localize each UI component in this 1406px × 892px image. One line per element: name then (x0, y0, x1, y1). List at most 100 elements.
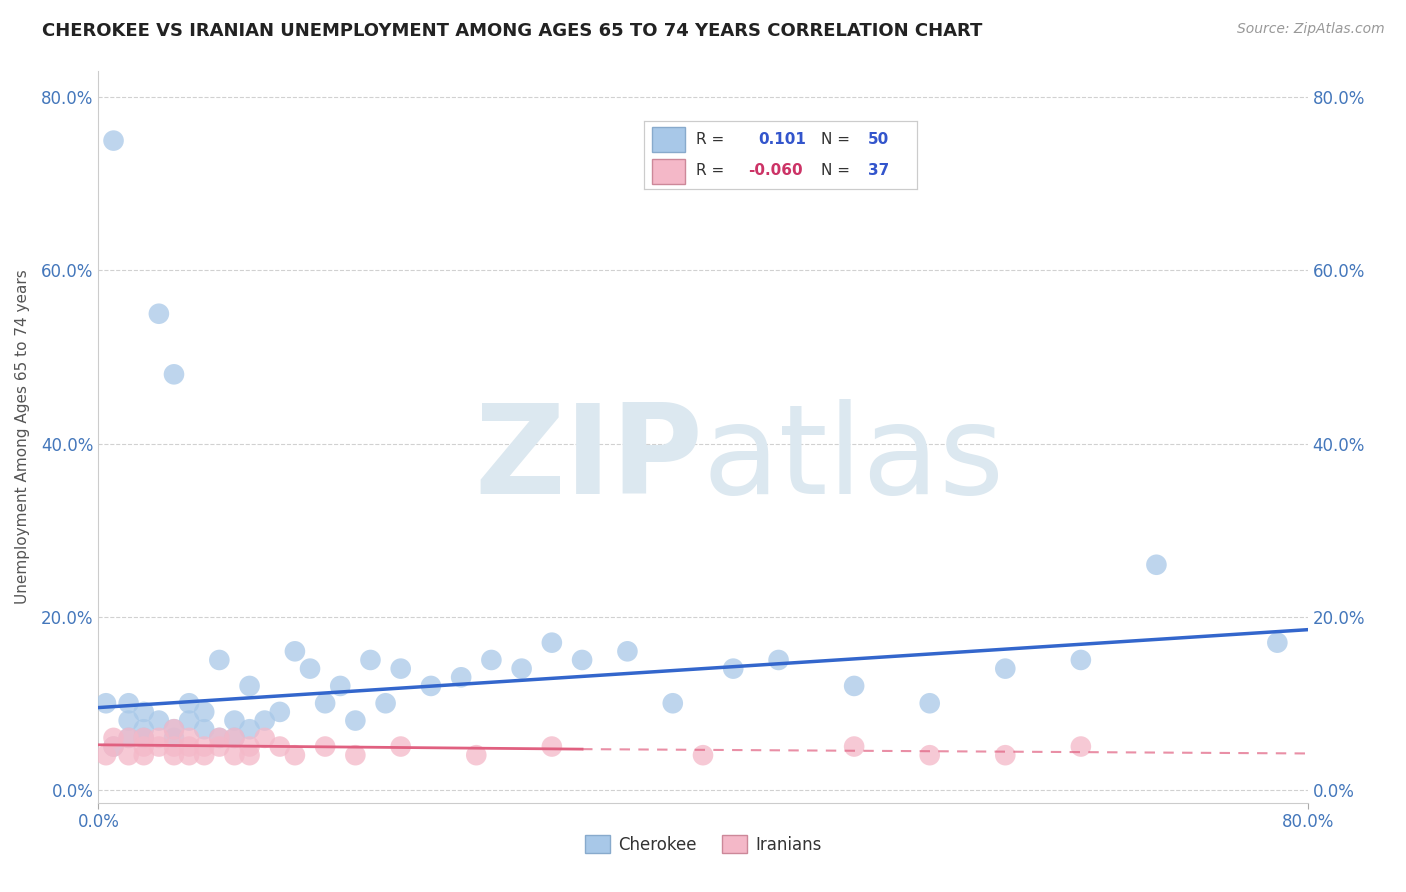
Text: atlas: atlas (703, 399, 1005, 519)
Point (239, 739, 262, 754)
Point (253, 731, 276, 745)
Point (118, 714, 141, 728)
Point (179, 696, 201, 710)
Point (374, 696, 396, 710)
Point (224, 748, 246, 763)
Point (918, 748, 941, 763)
Point (420, 679, 443, 693)
Text: 37: 37 (868, 163, 889, 178)
Point (844, 739, 866, 754)
Point (329, 679, 352, 693)
Text: Source: ZipAtlas.com: Source: ZipAtlas.com (1237, 22, 1385, 37)
Point (239, 679, 262, 693)
Point (389, 662, 412, 676)
Text: R =: R = (696, 163, 724, 178)
Text: ZIP: ZIP (474, 399, 703, 519)
Point (208, 731, 231, 745)
Point (269, 705, 291, 719)
Point (1070, 653, 1092, 667)
Point (103, 739, 125, 754)
Point (465, 748, 488, 763)
Point (118, 731, 141, 745)
Text: N =: N = (821, 132, 851, 147)
Point (148, 739, 170, 754)
Point (208, 731, 231, 745)
Bar (652, 160, 685, 184)
Point (163, 748, 186, 763)
Point (193, 705, 215, 719)
Point (179, 731, 201, 745)
Point (269, 739, 291, 754)
Point (163, 739, 186, 754)
Point (132, 705, 155, 719)
Point (616, 644, 638, 658)
Point (481, 653, 503, 667)
Point (299, 662, 322, 676)
Point (253, 714, 276, 728)
Point (132, 739, 155, 754)
Point (179, 739, 201, 754)
Point (118, 696, 141, 710)
Text: -0.060: -0.060 (748, 163, 803, 178)
Point (844, 679, 866, 693)
Point (1070, 739, 1092, 754)
Point (239, 723, 262, 737)
Point (163, 731, 186, 745)
Point (284, 748, 307, 763)
Legend: Cherokee, Iranians: Cherokee, Iranians (578, 829, 828, 860)
Point (163, 723, 186, 737)
Point (224, 731, 246, 745)
Point (723, 662, 745, 676)
Point (179, 714, 201, 728)
Point (571, 653, 593, 667)
Point (768, 653, 790, 667)
Point (148, 307, 170, 321)
Text: 50: 50 (868, 132, 889, 147)
Point (193, 723, 215, 737)
Point (540, 739, 562, 754)
Point (148, 731, 170, 745)
Point (510, 662, 533, 676)
Point (1267, 635, 1289, 649)
Point (918, 696, 941, 710)
Point (224, 714, 246, 728)
Point (208, 653, 231, 667)
Point (314, 696, 336, 710)
Point (193, 739, 215, 754)
Point (118, 748, 141, 763)
Point (163, 723, 186, 737)
Point (132, 731, 155, 745)
Text: R =: R = (696, 132, 724, 147)
Point (103, 739, 125, 754)
Text: CHEROKEE VS IRANIAN UNEMPLOYMENT AMONG AGES 65 TO 74 YEARS CORRELATION CHART: CHEROKEE VS IRANIAN UNEMPLOYMENT AMONG A… (42, 22, 983, 40)
Point (692, 748, 714, 763)
Y-axis label: Unemployment Among Ages 65 to 74 years: Unemployment Among Ages 65 to 74 years (15, 269, 30, 605)
Point (103, 134, 125, 148)
Point (148, 714, 170, 728)
Point (344, 714, 367, 728)
Point (239, 748, 262, 763)
Point (284, 644, 307, 658)
Text: 0.101: 0.101 (759, 132, 807, 147)
Point (179, 748, 201, 763)
Point (389, 739, 412, 754)
Point (132, 723, 155, 737)
Point (103, 731, 125, 745)
Point (1144, 558, 1167, 572)
Point (344, 748, 367, 763)
Point (540, 635, 562, 649)
Point (208, 739, 231, 754)
Point (193, 748, 215, 763)
Point (163, 368, 186, 382)
Point (994, 662, 1017, 676)
Point (994, 748, 1017, 763)
Point (132, 748, 155, 763)
Point (224, 731, 246, 745)
Point (118, 731, 141, 745)
Bar (652, 127, 685, 152)
Point (94, 748, 117, 763)
Point (661, 696, 683, 710)
Point (314, 739, 336, 754)
Point (360, 653, 382, 667)
Point (450, 670, 472, 684)
